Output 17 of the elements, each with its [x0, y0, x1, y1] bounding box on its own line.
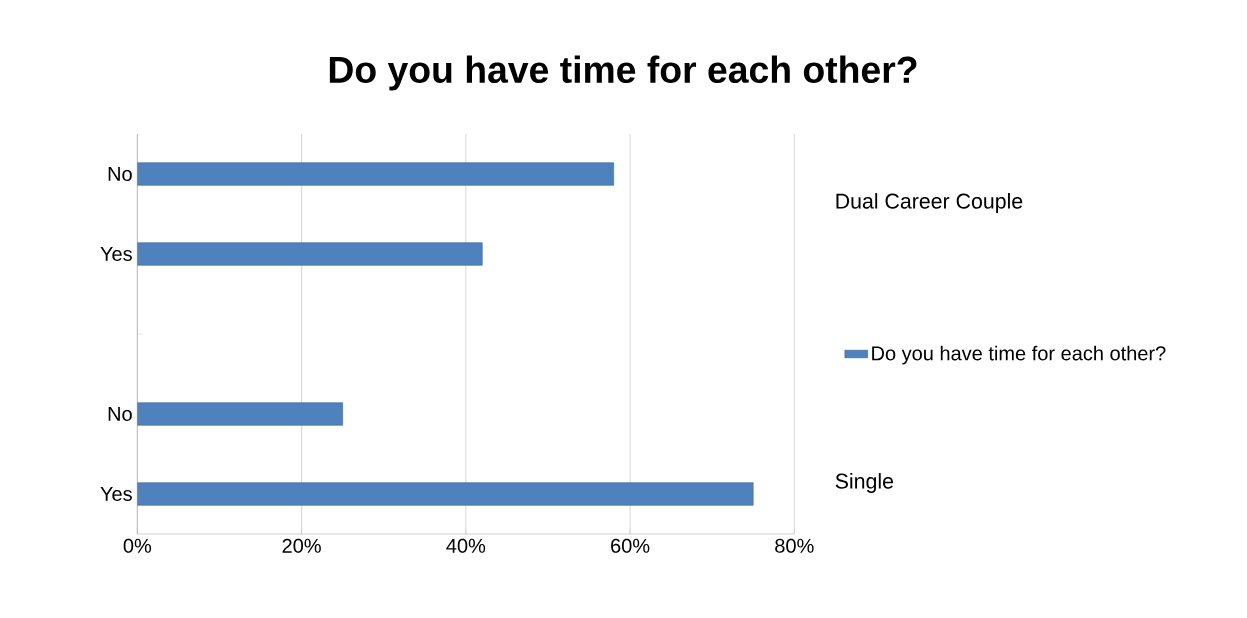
y-tick-label: Yes — [100, 247, 132, 261]
x-tick-label: 80% — [775, 538, 814, 553]
bar — [137, 242, 483, 266]
x-tick-label: 60% — [611, 538, 650, 553]
text: Single — [835, 473, 894, 493]
legend-label: Do you have time for each other? — [872, 345, 1166, 365]
y-tick-label: Yes — [100, 487, 132, 501]
x-tick-label: 40% — [446, 538, 486, 553]
bar — [137, 402, 343, 426]
chart-title: Do you have time for each other? — [329, 55, 917, 91]
bar — [137, 482, 754, 506]
y-tick-label: No — [108, 407, 132, 421]
y-tick-label: No — [108, 167, 132, 181]
x-tick-label: 20% — [282, 538, 321, 553]
text: Dual Career Couple — [836, 193, 1023, 213]
bar — [137, 162, 614, 186]
x-tick-label: 0% — [123, 538, 152, 553]
